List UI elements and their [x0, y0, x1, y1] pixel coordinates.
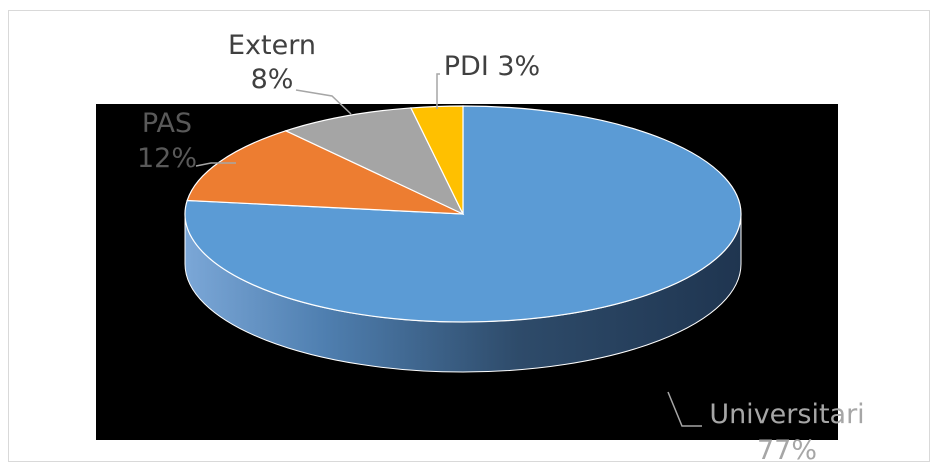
data-label-category-universitari: Universitari	[709, 399, 864, 430]
data-label-category-pas: PAS	[142, 108, 192, 139]
slice-pas	[186, 130, 464, 215]
leader-line-universitari	[667, 391, 702, 427]
data-label-pdi: PDI 3%	[444, 51, 540, 82]
data-label-value-pas: 12%	[137, 143, 197, 174]
data-label-value-extern: 8%	[251, 64, 294, 95]
slice-extern	[284, 107, 465, 216]
data-label-value-universitari: 77%	[757, 435, 817, 466]
leader-line-pas	[195, 162, 236, 167]
leader-line-extern	[295, 89, 352, 115]
data-label-category-extern: Extern	[228, 30, 316, 61]
leader-line-pdi	[436, 73, 440, 109]
